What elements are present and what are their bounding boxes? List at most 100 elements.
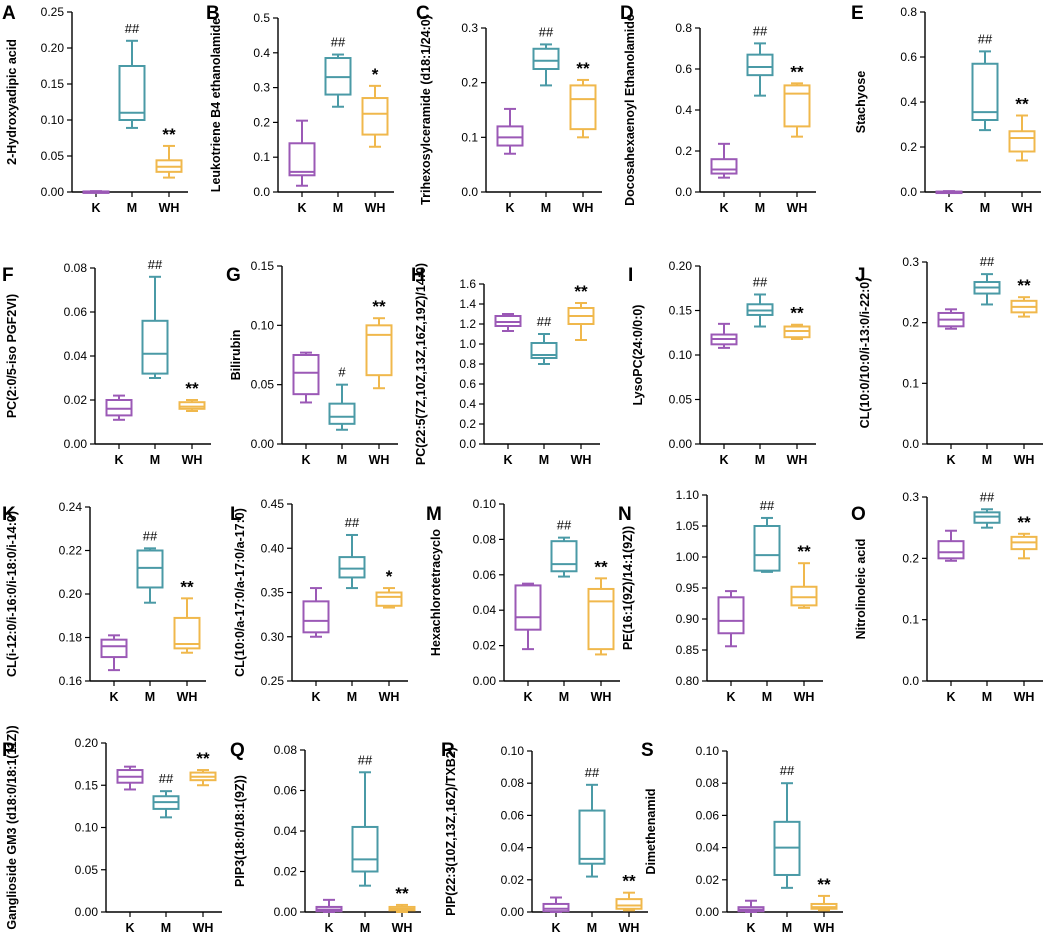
y-tick-label-h-5: 1.0 <box>459 337 476 351</box>
x-tick-label-b-2: WH <box>365 201 386 215</box>
x-tick-label-l-0: K <box>311 690 320 704</box>
y-tick-label-f-0: 0.00 <box>64 437 88 451</box>
y-tick-label-a-1: 0.05 <box>41 149 65 163</box>
significance-f-2: ** <box>185 379 199 398</box>
panel-label-o: O <box>851 504 866 525</box>
significance-g-2: ** <box>372 297 386 316</box>
y-tick-label-r-2: 0.04 <box>501 841 525 855</box>
box-l-0 <box>302 600 330 634</box>
box-e-1 <box>971 62 999 121</box>
x-tick-label-n-0: K <box>726 690 735 704</box>
x-tick-label-b-0: K <box>297 201 306 215</box>
y-axis-title-g: Bilirubin <box>229 330 243 381</box>
x-tick-label-b-1: M <box>333 201 343 215</box>
y-tick-label-p-0: 0.00 <box>75 905 99 919</box>
x-tick-label-p-2: WH <box>193 921 214 935</box>
box-d-1 <box>746 53 774 77</box>
y-tick-label-a-3: 0.15 <box>41 77 65 91</box>
x-tick-label-h-1: M <box>539 453 549 467</box>
box-l-1 <box>338 556 366 579</box>
x-tick-label-e-2: WH <box>1012 201 1033 215</box>
y-tick-label-g-3: 0.15 <box>251 259 275 273</box>
y-tick-label-h-1: 0.2 <box>459 417 476 431</box>
y-tick-label-d-4: 0.8 <box>675 21 692 35</box>
significance-n-1: ## <box>760 498 775 513</box>
x-tick-label-p-1: M <box>161 921 171 935</box>
x-tick-label-g-2: WH <box>369 453 390 467</box>
x-tick-label-s-1: M <box>782 921 792 935</box>
box-d-2 <box>783 84 811 128</box>
x-tick-label-k-1: M <box>145 690 155 704</box>
panel-label-n: N <box>618 504 632 525</box>
box-m-2 <box>587 587 615 651</box>
x-tick-label-m-1: M <box>559 690 569 704</box>
box-g-1 <box>328 402 356 425</box>
y-tick-label-n-3: 0.95 <box>676 581 700 595</box>
significance-k-1: ## <box>143 528 158 543</box>
x-tick-label-e-0: K <box>944 201 953 215</box>
x-tick-label-i-0: K <box>719 453 728 467</box>
y-tick-label-h-4: 0.8 <box>459 357 476 371</box>
box-r-0 <box>542 902 570 913</box>
y-tick-label-f-3: 0.06 <box>64 305 88 319</box>
y-tick-label-o-3: 0.3 <box>902 490 919 504</box>
y-tick-label-p-2: 0.10 <box>75 821 99 835</box>
y-tick-label-k-0: 0.16 <box>59 674 83 688</box>
x-tick-label-j-0: K <box>946 453 955 467</box>
y-tick-label-j-1: 0.1 <box>902 376 919 390</box>
panel-label-e: E <box>851 3 864 24</box>
box-n-0 <box>717 596 745 635</box>
box-r-1 <box>578 809 606 865</box>
x-tick-label-r-1: M <box>587 921 597 935</box>
y-tick-label-l-3: 0.40 <box>261 541 285 555</box>
y-tick-label-e-0: 0.0 <box>900 185 917 199</box>
box-g-0 <box>292 354 320 396</box>
x-tick-label-a-1: M <box>127 201 137 215</box>
y-tick-label-r-5: 0.10 <box>501 744 525 758</box>
x-tick-label-o-0: K <box>946 690 955 704</box>
y-axis-title-i: LysoPC(24:0/0:0) <box>631 305 645 406</box>
significance-s-2: ** <box>817 875 831 894</box>
box-f-0 <box>105 399 133 417</box>
y-tick-label-s-4: 0.08 <box>696 776 720 790</box>
box-e-2 <box>1008 130 1036 153</box>
x-tick-label-e-1: M <box>980 201 990 215</box>
significance-i-2: ** <box>790 304 804 323</box>
x-tick-label-s-2: WH <box>814 921 835 935</box>
panel-label-s: S <box>641 740 654 761</box>
y-tick-label-k-1: 0.18 <box>59 631 83 645</box>
significance-b-2: * <box>372 65 379 84</box>
y-tick-label-p-1: 0.05 <box>75 863 99 877</box>
box-n-2 <box>790 585 818 607</box>
panel-label-b: B <box>206 3 220 24</box>
y-tick-label-h-7: 1.4 <box>459 297 476 311</box>
x-tick-label-m-2: WH <box>591 690 612 704</box>
y-axis-title-j: CL(10:0/10:0/i-13:0/i-22:0) <box>858 278 872 429</box>
y-tick-label-g-2: 0.10 <box>251 318 275 332</box>
panel-label-d: D <box>620 3 634 24</box>
panel-label-f: F <box>2 265 14 286</box>
x-tick-label-d-1: M <box>755 201 765 215</box>
significance-d-2: ** <box>790 62 804 81</box>
y-tick-label-n-5: 1.05 <box>676 519 700 533</box>
y-tick-label-c-1: 0.1 <box>461 130 478 144</box>
x-tick-label-a-2: WH <box>159 201 180 215</box>
x-tick-label-d-0: K <box>719 201 728 215</box>
y-tick-label-j-3: 0.3 <box>902 255 919 269</box>
panel-label-m: M <box>426 504 442 525</box>
x-tick-label-q-2: WH <box>392 921 413 935</box>
y-tick-label-m-0: 0.00 <box>473 674 497 688</box>
significance-m-1: ## <box>557 518 572 533</box>
y-tick-label-r-4: 0.08 <box>501 776 525 790</box>
x-tick-label-s-0: K <box>746 921 755 935</box>
y-tick-label-h-2: 0.4 <box>459 397 476 411</box>
y-tick-label-n-4: 1.00 <box>676 550 700 564</box>
box-l-2 <box>375 591 403 607</box>
x-tick-label-o-1: M <box>982 690 992 704</box>
y-tick-label-e-3: 0.6 <box>900 50 917 64</box>
x-tick-label-f-2: WH <box>182 453 203 467</box>
y-tick-label-b-1: 0.1 <box>253 150 270 164</box>
box-b-0 <box>288 142 316 177</box>
y-tick-label-c-3: 0.3 <box>461 21 478 35</box>
x-tick-label-k-2: WH <box>177 690 198 704</box>
